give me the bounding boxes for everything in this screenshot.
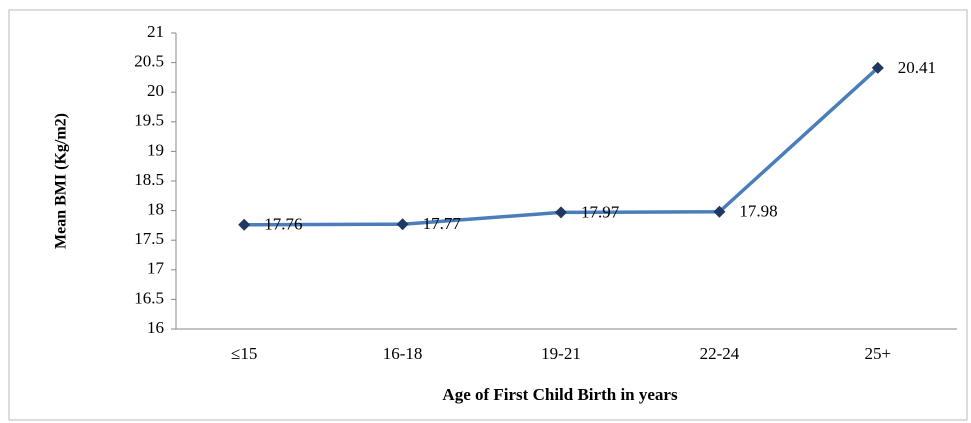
- x-tick-label: 25+: [865, 344, 892, 363]
- x-tick-label: 19-21: [541, 344, 581, 363]
- y-tick-label: 20: [147, 81, 164, 100]
- data-marker: [238, 218, 251, 231]
- y-tick-label: 17: [147, 259, 165, 278]
- y-tick-label: 18: [147, 200, 164, 219]
- y-tick-label: 17.5: [134, 229, 164, 248]
- data-label: 17.76: [264, 215, 302, 234]
- y-tick-label: 16: [147, 318, 164, 337]
- x-tick-label: 22-24: [700, 344, 740, 363]
- data-marker: [871, 61, 884, 74]
- chart-frame: [8, 9, 968, 421]
- x-tick-label: ≤15: [231, 344, 257, 363]
- y-tick-label: 21: [147, 22, 164, 41]
- y-tick-label: 19: [147, 140, 164, 159]
- x-tick-label: 16-18: [383, 344, 423, 363]
- y-tick-label: 16.5: [134, 288, 164, 307]
- data-marker: [555, 206, 567, 219]
- data-label: 17.77: [423, 214, 462, 233]
- x-axis-label: Age of First Child Birth in years: [442, 385, 678, 404]
- y-axis-label: Mean BMI (Kg/m2): [53, 113, 70, 249]
- y-tick-label: 18.5: [134, 170, 164, 189]
- y-tick-label: 19.5: [134, 111, 164, 130]
- y-tick-label: 20.5: [134, 52, 164, 71]
- data-marker: [713, 205, 726, 218]
- data-label: 20.41: [898, 58, 936, 77]
- data-marker: [396, 218, 409, 231]
- data-label: 17.97: [581, 202, 620, 221]
- data-label: 17.98: [739, 202, 777, 221]
